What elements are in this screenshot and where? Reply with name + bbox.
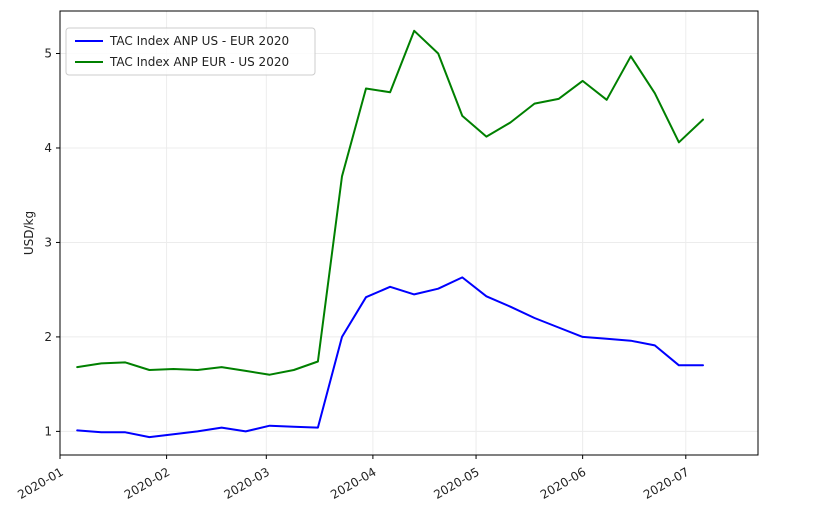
legend-label-eur-us: TAC Index ANP EUR - US 2020: [109, 55, 289, 69]
legend: TAC Index ANP US - EUR 2020 TAC Index AN…: [65, 27, 316, 76]
series-line-1: [76, 29, 704, 376]
plot-area-frame: [59, 10, 759, 456]
y-tick-label: 4: [44, 141, 52, 155]
legend-box: [65, 27, 316, 76]
legend-label-us-eur: TAC Index ANP US - EUR 2020: [109, 34, 289, 48]
y-tick-label: 3: [44, 235, 52, 249]
y-tick-label: 2: [44, 330, 52, 344]
series-line-0: [76, 276, 704, 439]
y-axis-label: USD/kg: [22, 211, 36, 255]
y-tick-label: 5: [44, 47, 52, 61]
series-lines: [76, 29, 704, 439]
y-tick-label: 1: [44, 424, 52, 438]
y-axis: 1 2 3 4 5: [44, 47, 60, 438]
